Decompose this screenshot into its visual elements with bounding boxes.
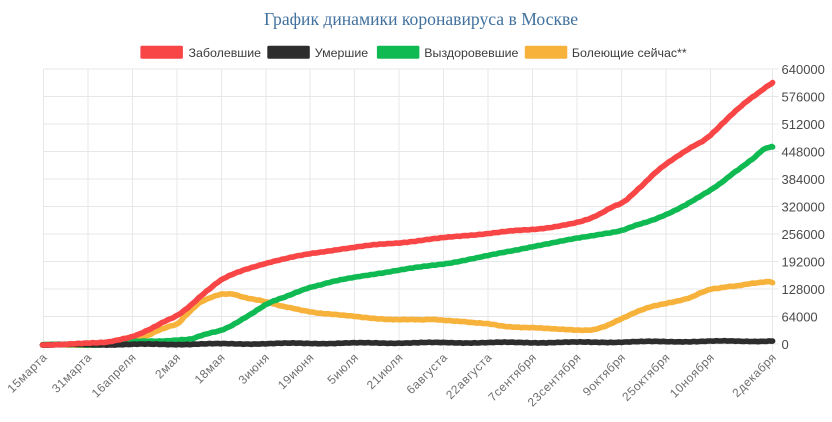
svg-text:64000: 64000 bbox=[782, 309, 818, 324]
svg-text:Умершие: Умершие bbox=[315, 46, 368, 60]
svg-text:576000: 576000 bbox=[782, 89, 825, 104]
svg-text:128000: 128000 bbox=[782, 282, 825, 297]
svg-text:Болеющие сейчас**: Болеющие сейчас** bbox=[572, 46, 687, 60]
svg-text:Заболевшие: Заболевшие bbox=[189, 46, 262, 60]
svg-text:384000: 384000 bbox=[782, 172, 825, 187]
svg-text:192000: 192000 bbox=[782, 254, 825, 269]
svg-text:320000: 320000 bbox=[782, 199, 825, 214]
svg-text:0: 0 bbox=[782, 337, 789, 352]
svg-text:Выздоровевшие: Выздоровевшие bbox=[424, 46, 518, 60]
svg-text:График динамики коронавируса в: График динамики коронавируса в Москве bbox=[264, 9, 578, 29]
svg-text:448000: 448000 bbox=[782, 144, 825, 159]
svg-text:256000: 256000 bbox=[782, 227, 825, 242]
svg-text:512000: 512000 bbox=[782, 117, 825, 132]
svg-text:640000: 640000 bbox=[782, 62, 825, 77]
